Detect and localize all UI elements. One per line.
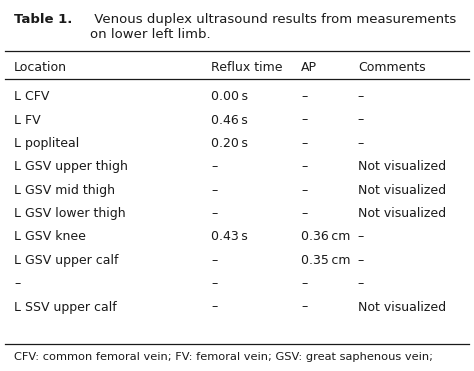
Text: –: – — [301, 277, 307, 290]
Text: –: – — [14, 277, 20, 290]
Text: 0.00 s: 0.00 s — [211, 90, 248, 103]
Text: –: – — [358, 277, 364, 290]
Text: –: – — [301, 160, 307, 173]
Text: L FV: L FV — [14, 114, 41, 127]
Text: Venous duplex ultrasound results from measurements
on lower left limb.: Venous duplex ultrasound results from me… — [90, 13, 456, 41]
Text: L GSV upper thigh: L GSV upper thigh — [14, 160, 128, 173]
Text: Not visualized: Not visualized — [358, 184, 446, 197]
Text: –: – — [301, 114, 307, 127]
Text: L GSV mid thigh: L GSV mid thigh — [14, 184, 115, 197]
Text: L GSV lower thigh: L GSV lower thigh — [14, 207, 126, 220]
Text: Table 1.: Table 1. — [14, 13, 73, 26]
Text: Location: Location — [14, 61, 67, 74]
Text: L popliteal: L popliteal — [14, 137, 80, 150]
Text: Comments: Comments — [358, 61, 426, 74]
Text: 0.35 cm: 0.35 cm — [301, 254, 350, 267]
Text: –: – — [301, 207, 307, 220]
Text: –: – — [358, 254, 364, 267]
Text: –: – — [211, 184, 217, 197]
Text: 0.36 cm: 0.36 cm — [301, 230, 350, 243]
Text: –: – — [211, 301, 217, 313]
Text: Not visualized: Not visualized — [358, 160, 446, 173]
Text: Not visualized: Not visualized — [358, 301, 446, 313]
Text: –: – — [211, 207, 217, 220]
Text: –: – — [358, 90, 364, 103]
Text: 0.43 s: 0.43 s — [211, 230, 248, 243]
Text: –: – — [211, 254, 217, 267]
Text: –: – — [301, 301, 307, 313]
Text: AP: AP — [301, 61, 317, 74]
Text: 0.20 s: 0.20 s — [211, 137, 248, 150]
Text: –: – — [211, 277, 217, 290]
Text: Not visualized: Not visualized — [358, 207, 446, 220]
Text: L CFV: L CFV — [14, 90, 50, 103]
Text: L SSV upper calf: L SSV upper calf — [14, 301, 117, 313]
Text: –: – — [301, 90, 307, 103]
Text: –: – — [358, 137, 364, 150]
Text: –: – — [358, 114, 364, 127]
Text: –: – — [301, 137, 307, 150]
Text: Reflux time: Reflux time — [211, 61, 283, 74]
Text: –: – — [211, 160, 217, 173]
Text: –: – — [358, 230, 364, 243]
Text: CFV: common femoral vein; FV: femoral vein; GSV: great saphenous vein;: CFV: common femoral vein; FV: femoral ve… — [14, 352, 433, 362]
Text: –: – — [301, 184, 307, 197]
Text: 0.46 s: 0.46 s — [211, 114, 248, 127]
Text: L GSV knee: L GSV knee — [14, 230, 86, 243]
Text: L GSV upper calf: L GSV upper calf — [14, 254, 118, 267]
